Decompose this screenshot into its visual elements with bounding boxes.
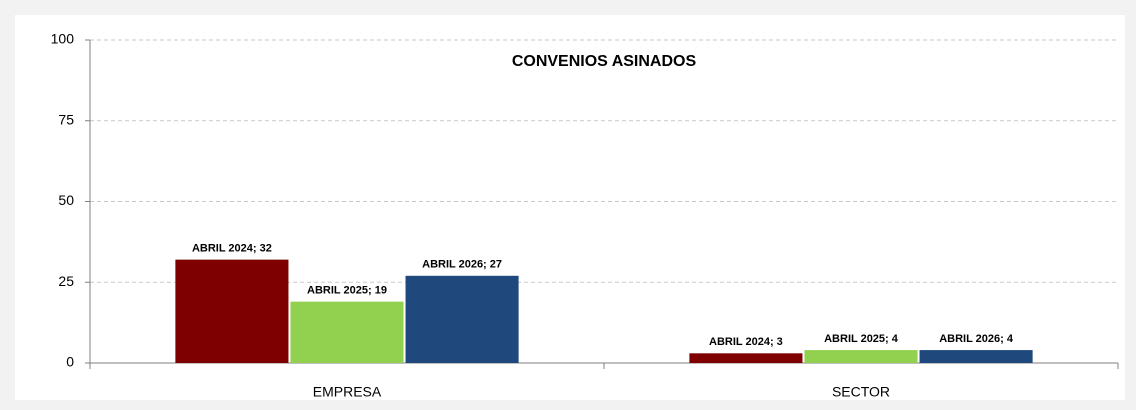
data-label: ABRIL 2026; 4 — [939, 333, 1014, 345]
data-label: ABRIL 2026; 27 — [422, 259, 502, 271]
chart-title: CONVENIOS ASINADOS — [512, 53, 697, 70]
y-tick-label: 100 — [51, 31, 75, 47]
bar — [175, 259, 289, 363]
data-label: ABRIL 2024; 32 — [192, 243, 272, 255]
y-tick-label: 25 — [58, 273, 74, 289]
data-label: ABRIL 2025; 19 — [307, 285, 387, 297]
bar — [919, 350, 1033, 363]
bar — [689, 353, 803, 363]
x-tick-label: EMPRESA — [313, 384, 382, 400]
data-label: ABRIL 2025; 4 — [824, 333, 899, 345]
bar — [804, 350, 918, 363]
y-tick-label: 75 — [58, 111, 74, 127]
y-tick-label: 50 — [58, 192, 74, 208]
bar — [405, 275, 519, 363]
x-tick-label: SECTOR — [832, 384, 890, 400]
data-label: ABRIL 2024; 3 — [709, 336, 783, 348]
y-tick-label: 0 — [66, 354, 74, 370]
bar — [290, 301, 404, 363]
